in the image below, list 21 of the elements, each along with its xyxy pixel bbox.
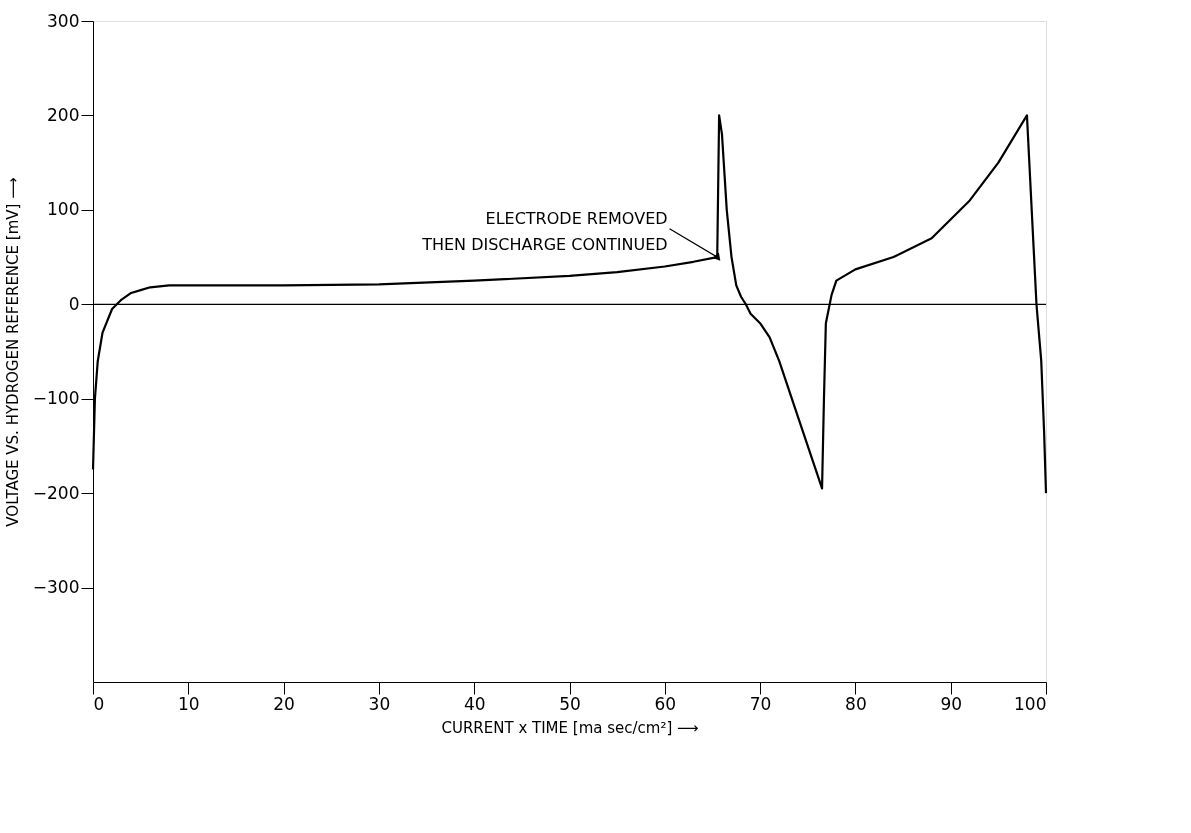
y-tick-label: −100 [32, 388, 80, 409]
y-tick-label: −200 [32, 482, 80, 503]
x-tick-label: 20 [273, 693, 295, 714]
y-axis-title: VOLTAGE VS. HYDROGEN REFERENCE [mV] ⟶ [3, 177, 22, 527]
annotation: ELECTRODE REMOVED THEN DISCHARGE CONTINUED [421, 208, 668, 254]
x-tick-label: 10 [177, 693, 200, 714]
x-tick-label: 80 [845, 693, 867, 714]
y-tick-label: 300 [47, 10, 80, 31]
x-tick-label: 100 [1014, 693, 1047, 714]
x-tick-label: 50 [559, 693, 581, 714]
x-tick-label: 90 [940, 693, 963, 714]
x-tick-label: 70 [749, 693, 772, 714]
x-tick-label: 40 [463, 693, 486, 714]
y-tick-label: 0 [68, 293, 80, 314]
x-tick-label: 60 [654, 693, 677, 714]
y-tick-label: −300 [32, 577, 80, 598]
y-tick-label: 200 [47, 104, 80, 125]
x-tick-label: 30 [368, 693, 391, 714]
x-tick-label: 0 [93, 693, 105, 714]
x-axis-title: CURRENT x TIME [ma sec/cm²] ⟶ [441, 718, 699, 737]
y-tick-label: 100 [47, 199, 80, 220]
